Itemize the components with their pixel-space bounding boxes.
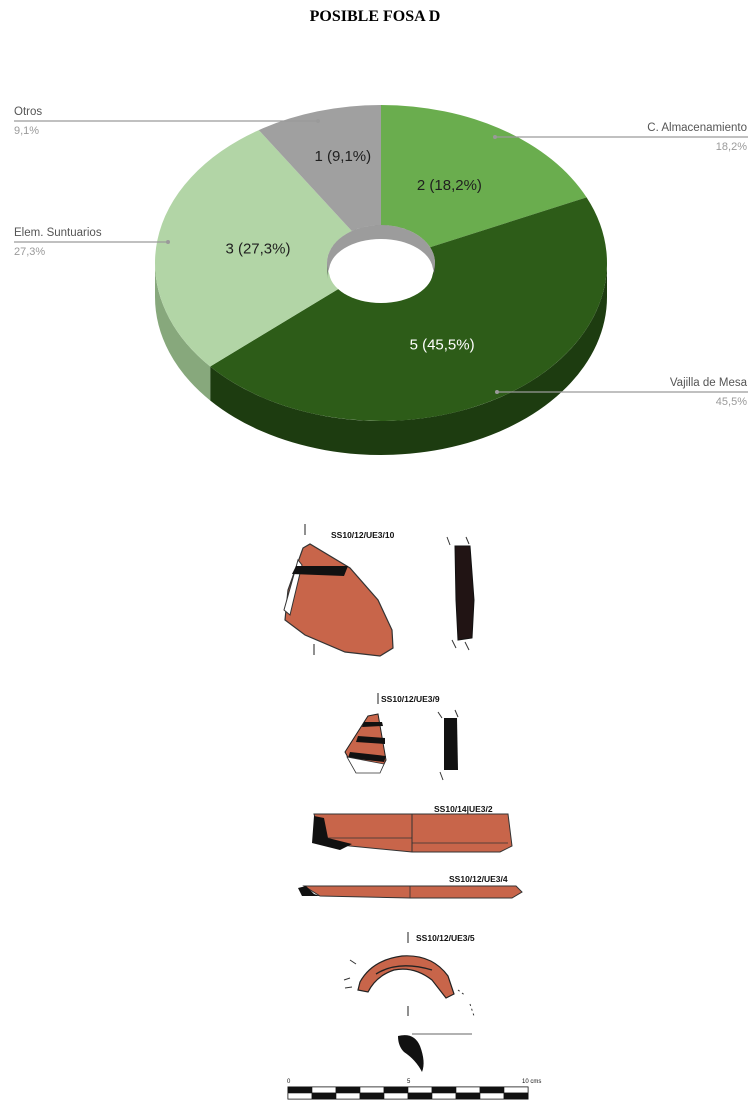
scale-cell-bottom [479, 1092, 505, 1100]
legend-name-0: C. Almacenamiento [647, 122, 747, 134]
scale-cell-bottom [431, 1092, 457, 1100]
caption-sherd-4: SS10/12/UE3/4 [449, 874, 508, 884]
scale-cell-top [407, 1086, 433, 1094]
slice-elem-suntuarios [155, 130, 352, 367]
legend-percent-1: 45,5% [716, 396, 747, 408]
sherd-drawing-5: SS10/12/UE3/5 [343, 932, 475, 1072]
slice-vajilla-de-mesa [210, 197, 608, 422]
sherd-drawing-4: SS10/12/UE3/4 [298, 874, 523, 899]
sherd-drawing-3: SS10/14|UE3/2 [312, 804, 513, 853]
sherd-drawing-1: SS10/12/UE3/10 [283, 524, 475, 657]
legend-name-1: Vajilla de Mesa [670, 377, 748, 389]
legend-name-2: Elem. Suntuarios [14, 227, 102, 239]
scale-cell-top [335, 1086, 361, 1094]
scale-cell-top [455, 1086, 481, 1094]
callout-dot-2 [166, 240, 170, 244]
scale-cell-bottom [311, 1092, 337, 1100]
slice-side-1 [210, 263, 607, 455]
caption-sherd-5: SS10/12/UE3/5 [416, 933, 475, 943]
slice-label-3: 1 (9,1%) [314, 148, 371, 165]
scale-cell-bottom [503, 1092, 529, 1100]
callout-dot-3 [316, 119, 320, 123]
scale-start-label: 0 [287, 1079, 291, 1085]
slice-side-2 [155, 263, 211, 401]
scale-cell-top [479, 1086, 505, 1094]
hole [329, 239, 433, 303]
caption-sherd-3: SS10/14|UE3/2 [434, 804, 493, 814]
caption-sherd-1: SS10/12/UE3/10 [331, 530, 395, 540]
scale-end-label: 10 cms [522, 1079, 541, 1085]
scale-cells [287, 1086, 529, 1100]
slice-otros [258, 105, 381, 232]
sherd-drawing-2: SS10/12/UE3/9 [344, 693, 459, 781]
legend-percent-0: 18,2% [716, 141, 747, 153]
slice-label-1: 5 (45,5%) [410, 336, 475, 353]
scale-cell-bottom [383, 1092, 409, 1100]
pottery-drawings: SS10/12/UE3/10 SS10/12/UE3/9 SS10/14|UE3… [283, 524, 541, 1100]
scale-cell-top [383, 1086, 409, 1094]
scale-cell-bottom [359, 1092, 385, 1100]
scale-cell-top [359, 1086, 385, 1094]
scale-cell-top [311, 1086, 337, 1094]
scale-cell-bottom [335, 1092, 361, 1100]
callout-dot-1 [495, 390, 499, 394]
scale-bar: 0 5 10 cms [287, 1079, 541, 1100]
slice-label-2: 3 (27,3%) [225, 241, 290, 258]
scale-cell-bottom [407, 1092, 433, 1100]
page-title: POSIBLE FOSA D [309, 8, 441, 25]
scale-cell-top [503, 1086, 529, 1094]
callout-dot-0 [493, 135, 497, 139]
scale-mid-label: 5 [407, 1079, 411, 1085]
slice-c-almacenamiento [381, 105, 587, 248]
scale-cell-top [287, 1086, 313, 1094]
scale-cell-top [431, 1086, 457, 1094]
hole-wall [327, 225, 435, 279]
legend-percent-2: 27,3% [14, 246, 45, 258]
caption-sherd-2: SS10/12/UE3/9 [381, 694, 440, 704]
donut-chart: 2 (18,2%) 5 (45,5%) 3 (27,3%) 1 (9,1%) C. Al… [14, 105, 748, 455]
legend-percent-3: 9,1% [14, 125, 39, 137]
scale-cell-bottom [455, 1092, 481, 1100]
legend-name-3: Otros [14, 106, 42, 118]
scale-cell-bottom [287, 1092, 313, 1100]
slice-label-0: 2 (18,2%) [417, 177, 482, 194]
